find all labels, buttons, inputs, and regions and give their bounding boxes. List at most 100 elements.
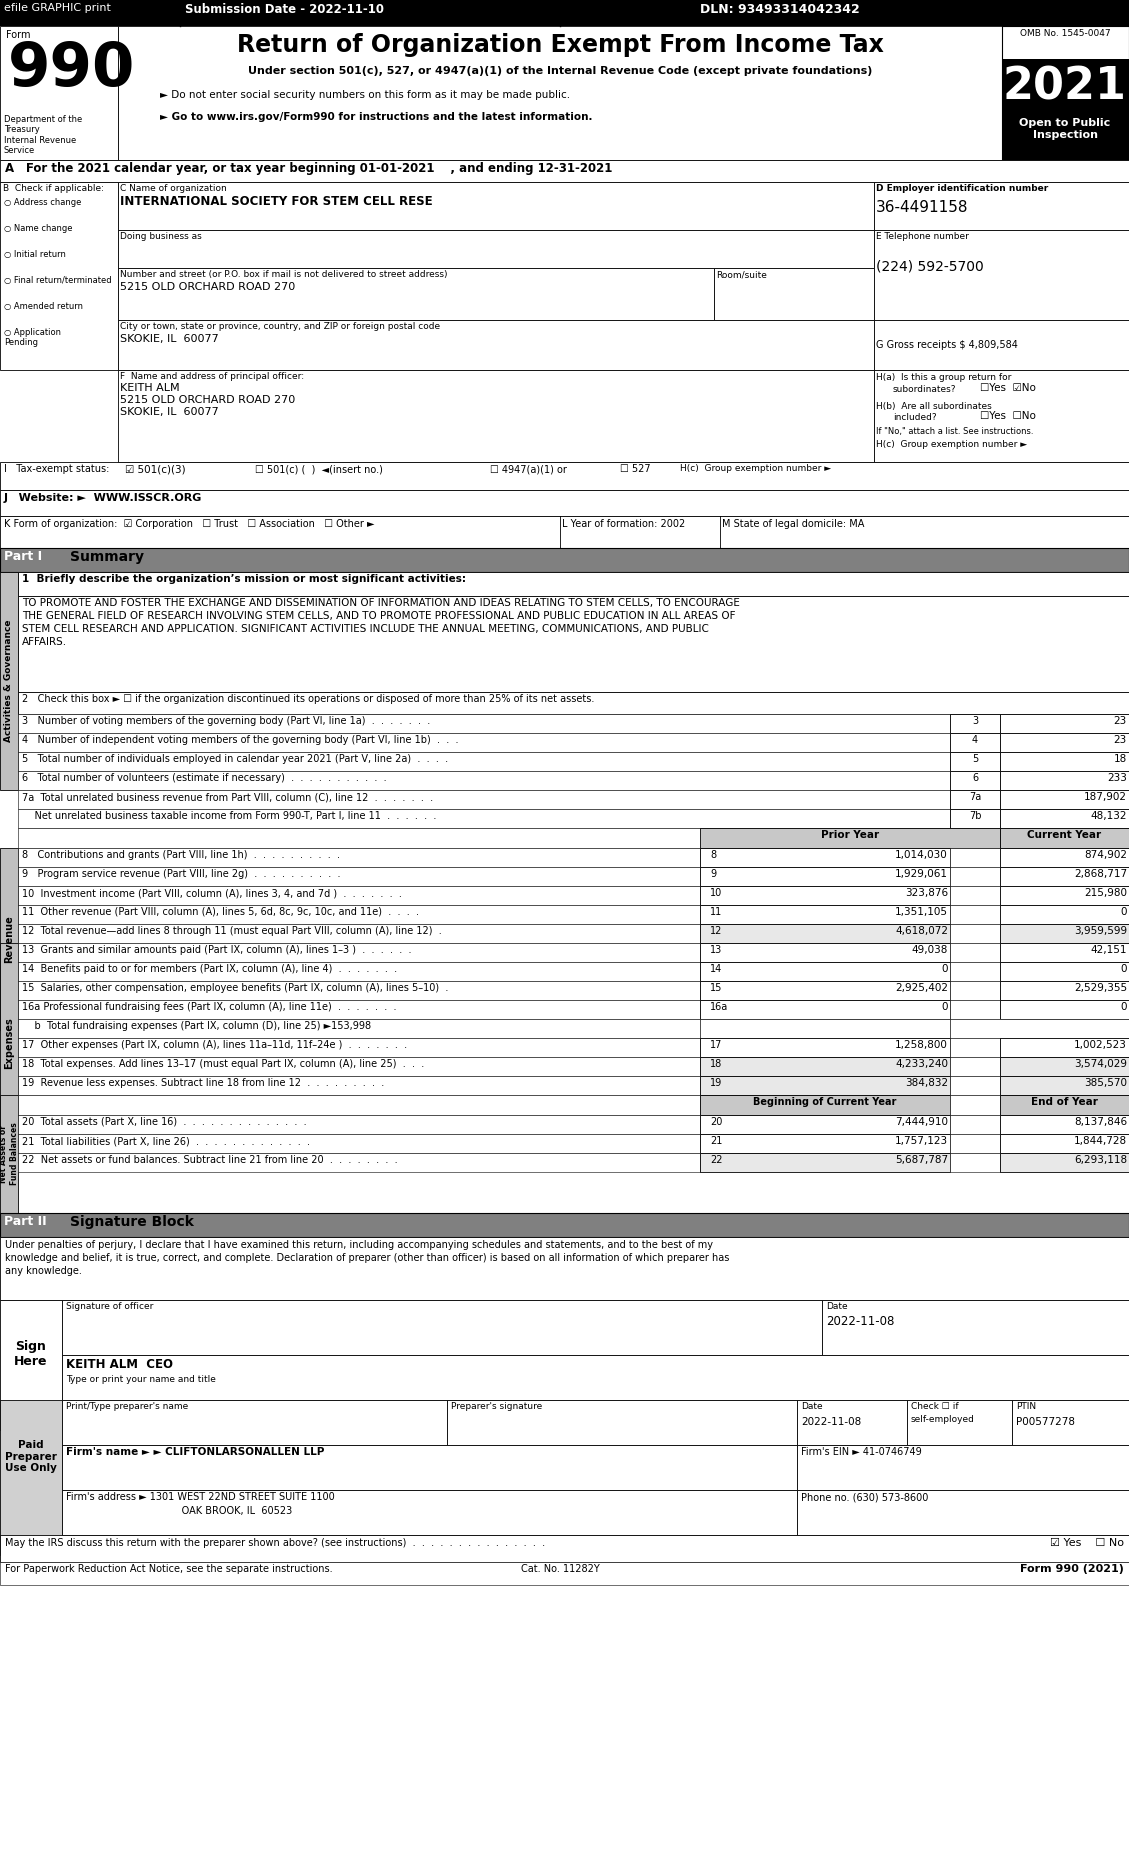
Bar bbox=[797, 1445, 1129, 1489]
Bar bbox=[18, 572, 1129, 596]
Bar bbox=[62, 1299, 822, 1355]
Bar bbox=[700, 1133, 949, 1154]
Text: H(c)  Group exemption number ►: H(c) Group exemption number ► bbox=[680, 464, 831, 473]
Bar bbox=[1000, 733, 1129, 751]
Bar bbox=[62, 1489, 797, 1534]
Bar bbox=[1000, 999, 1129, 1020]
Text: J   Website: ►  WWW.ISSCR.ORG: J Website: ► WWW.ISSCR.ORG bbox=[5, 492, 202, 503]
Bar bbox=[700, 962, 949, 980]
Bar bbox=[874, 229, 1129, 321]
Text: 187,902: 187,902 bbox=[1084, 792, 1127, 802]
Bar bbox=[0, 26, 119, 160]
Text: ○ Application
Pending: ○ Application Pending bbox=[5, 328, 61, 347]
Bar bbox=[18, 1133, 700, 1154]
Text: Return of Organization Exempt From Income Tax: Return of Organization Exempt From Incom… bbox=[237, 34, 883, 58]
Text: Part II: Part II bbox=[5, 1215, 46, 1228]
Bar bbox=[18, 906, 700, 925]
Bar bbox=[0, 0, 1129, 26]
Bar bbox=[1000, 828, 1129, 848]
Bar bbox=[949, 790, 1000, 809]
Text: ☐ 501(c) (  )  ◄(insert no.): ☐ 501(c) ( ) ◄(insert no.) bbox=[255, 464, 383, 473]
Text: May the IRS discuss this return with the preparer shown above? (see instructions: May the IRS discuss this return with the… bbox=[5, 1538, 545, 1547]
Text: 21  Total liabilities (Part X, line 26)  .  .  .  .  .  .  .  .  .  .  .  .  .: 21 Total liabilities (Part X, line 26) .… bbox=[21, 1135, 310, 1146]
Text: THE GENERAL FIELD OF RESEARCH INVOLVING STEM CELLS, AND TO PROMOTE PROFESSIONAL : THE GENERAL FIELD OF RESEARCH INVOLVING … bbox=[21, 611, 735, 621]
Bar bbox=[949, 828, 1000, 848]
Text: 7a: 7a bbox=[969, 792, 981, 802]
Text: STEM CELL RESEARCH AND APPLICATION. SIGNIFICANT ACTIVITIES INCLUDE THE ANNUAL ME: STEM CELL RESEARCH AND APPLICATION. SIGN… bbox=[21, 624, 709, 634]
Bar bbox=[700, 999, 949, 1020]
Text: 9: 9 bbox=[710, 869, 716, 880]
Bar bbox=[18, 962, 700, 980]
Bar bbox=[18, 596, 1129, 692]
Text: Submission Date - 2022-11-10: Submission Date - 2022-11-10 bbox=[185, 4, 384, 17]
Bar bbox=[949, 962, 1000, 980]
Text: included?: included? bbox=[893, 414, 937, 421]
Text: 18: 18 bbox=[1113, 755, 1127, 764]
Text: (224) 592-5700: (224) 592-5700 bbox=[876, 259, 983, 274]
Bar bbox=[18, 828, 949, 848]
Text: 48,132: 48,132 bbox=[1091, 811, 1127, 820]
Text: Prior Year: Prior Year bbox=[821, 829, 879, 841]
Text: M State of legal domicile: MA: M State of legal domicile: MA bbox=[723, 518, 865, 529]
Bar bbox=[797, 1489, 1129, 1534]
Bar bbox=[949, 772, 1000, 790]
Text: 5,687,787: 5,687,787 bbox=[895, 1156, 948, 1165]
Bar bbox=[119, 369, 874, 462]
Text: 42,151: 42,151 bbox=[1091, 945, 1127, 954]
Text: Phone no. (630) 573-8600: Phone no. (630) 573-8600 bbox=[800, 1491, 928, 1502]
Text: Cat. No. 11282Y: Cat. No. 11282Y bbox=[520, 1564, 599, 1573]
Text: 15  Salaries, other compensation, employee benefits (Part IX, column (A), lines : 15 Salaries, other compensation, employe… bbox=[21, 982, 448, 994]
Text: Doing business as: Doing business as bbox=[120, 231, 202, 240]
Bar bbox=[18, 772, 949, 790]
Text: Form 990 (2021): Form 990 (2021) bbox=[1021, 1564, 1124, 1573]
Bar bbox=[62, 1400, 447, 1445]
Bar bbox=[1000, 1038, 1129, 1057]
Text: 0: 0 bbox=[1120, 1003, 1127, 1012]
Bar bbox=[18, 733, 949, 751]
Bar bbox=[1000, 848, 1129, 867]
Bar bbox=[1000, 1115, 1129, 1133]
Text: I   Tax-exempt status:: I Tax-exempt status: bbox=[5, 464, 110, 473]
Bar bbox=[700, 980, 949, 999]
Text: H(b)  Are all subordinates: H(b) Are all subordinates bbox=[876, 403, 991, 410]
Bar bbox=[1000, 1154, 1129, 1172]
Bar bbox=[949, 980, 1000, 999]
Text: 3: 3 bbox=[972, 716, 978, 725]
Bar bbox=[822, 1299, 1129, 1355]
Bar bbox=[949, 751, 1000, 772]
Text: Activities & Governance: Activities & Governance bbox=[5, 619, 14, 742]
Bar bbox=[949, 867, 1000, 885]
Text: L Year of formation: 2002: L Year of formation: 2002 bbox=[562, 518, 685, 529]
Text: 3,959,599: 3,959,599 bbox=[1074, 926, 1127, 936]
Text: ○ Amended return: ○ Amended return bbox=[5, 302, 84, 311]
Bar bbox=[18, 751, 949, 772]
Text: 5215 OLD ORCHARD ROAD 270: 5215 OLD ORCHARD ROAD 270 bbox=[120, 281, 296, 293]
Text: TO PROMOTE AND FOSTER THE EXCHANGE AND DISSEMINATION OF INFORMATION AND IDEAS RE: TO PROMOTE AND FOSTER THE EXCHANGE AND D… bbox=[21, 598, 739, 608]
Text: B  Check if applicable:: B Check if applicable: bbox=[3, 185, 104, 194]
Bar bbox=[1012, 1400, 1129, 1445]
Bar bbox=[797, 1400, 907, 1445]
Bar bbox=[0, 1562, 1129, 1584]
Text: Department of the
Treasury
Internal Revenue
Service: Department of the Treasury Internal Reve… bbox=[5, 116, 82, 155]
Text: ☑ Yes    ☐ No: ☑ Yes ☐ No bbox=[1050, 1538, 1124, 1547]
Bar bbox=[1000, 885, 1129, 906]
Text: 16a Professional fundraising fees (Part IX, column (A), line 11e)  .  .  .  .  .: 16a Professional fundraising fees (Part … bbox=[21, 1003, 396, 1012]
Bar bbox=[907, 1400, 1012, 1445]
Text: 5: 5 bbox=[972, 755, 978, 764]
Text: Net Assets or
Fund Balances: Net Assets or Fund Balances bbox=[0, 1122, 19, 1186]
Text: self-employed: self-employed bbox=[911, 1415, 974, 1424]
Text: 19: 19 bbox=[710, 1077, 723, 1089]
Text: 1,002,523: 1,002,523 bbox=[1074, 1040, 1127, 1049]
Text: 8   Contributions and grants (Part VIII, line 1h)  .  .  .  .  .  .  .  .  .  .: 8 Contributions and grants (Part VIII, l… bbox=[21, 850, 340, 859]
Text: ► Go to www.irs.gov/Form990 for instructions and the latest information.: ► Go to www.irs.gov/Form990 for instruct… bbox=[160, 112, 593, 121]
Text: 2   Check this box ► ☐ if the organization discontinued its operations or dispos: 2 Check this box ► ☐ if the organization… bbox=[21, 693, 594, 705]
Text: SKOKIE, IL  60077: SKOKIE, IL 60077 bbox=[120, 406, 219, 418]
Text: OMB No. 1545-0047: OMB No. 1545-0047 bbox=[1019, 30, 1110, 37]
Text: 12  Total revenue—add lines 8 through 11 (must equal Part VIII, column (A), line: 12 Total revenue—add lines 8 through 11 … bbox=[21, 926, 441, 936]
Bar bbox=[0, 490, 1129, 516]
Bar bbox=[949, 885, 1000, 906]
Text: 12: 12 bbox=[710, 926, 723, 936]
Text: Check ☐ if: Check ☐ if bbox=[911, 1402, 959, 1411]
Bar bbox=[1000, 772, 1129, 790]
Text: 18: 18 bbox=[710, 1059, 723, 1068]
